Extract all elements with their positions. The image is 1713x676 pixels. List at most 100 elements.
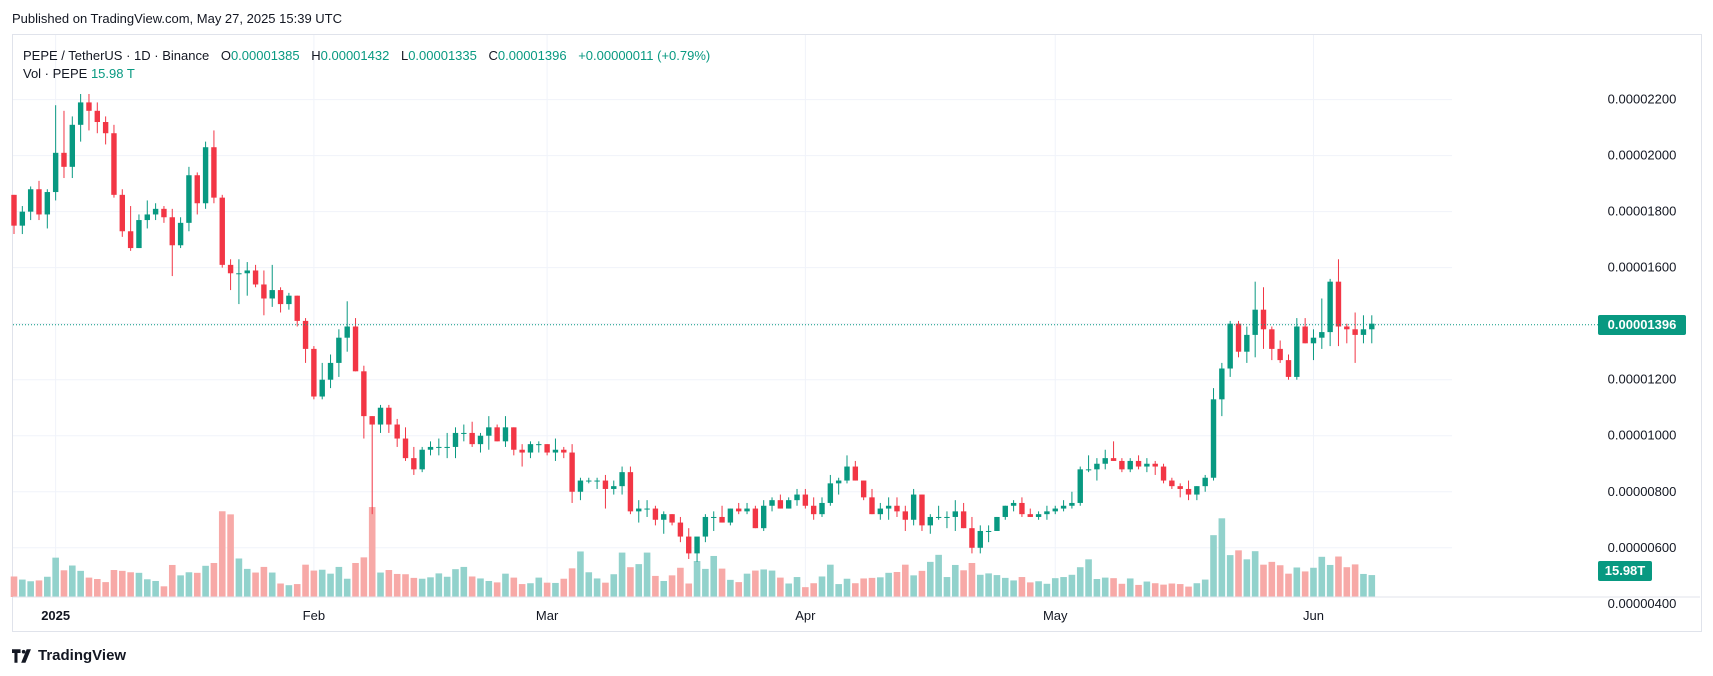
volume-bar: [585, 572, 593, 597]
candle-body: [1310, 337, 1317, 344]
candle-body: [661, 514, 667, 520]
volume-bar: [1201, 579, 1209, 597]
last-volume-tag: 15.98T: [1598, 561, 1652, 581]
volume-bar: [1193, 583, 1201, 597]
published-caption: Published on TradingView.com, May 27, 20…: [12, 11, 343, 26]
candle-body: [885, 505, 892, 509]
volume-bar: [593, 578, 601, 597]
candle-body: [994, 516, 1000, 531]
candle-body: [752, 508, 759, 529]
candle-body: [336, 337, 342, 363]
volume-bar: [352, 562, 359, 597]
volume-bar: [385, 570, 393, 597]
candle-body: [1219, 368, 1225, 400]
volume-bar: [1101, 577, 1109, 597]
volume-bar: [693, 561, 701, 597]
candle-body: [1035, 514, 1042, 517]
volume-bar: [218, 511, 226, 597]
open-label: O: [220, 48, 231, 63]
volume-bar: [927, 561, 934, 597]
candle-body: [161, 208, 167, 218]
candle-body: [669, 514, 675, 523]
volume-bar: [843, 578, 851, 597]
volume-bar: [652, 575, 659, 597]
candle-body: [511, 427, 517, 450]
candle-body: [369, 416, 375, 425]
volume-bar: [243, 568, 251, 597]
symbol-title[interactable]: PEPE / TetherUS · 1D · Binance: [23, 48, 210, 63]
volume-bar: [660, 580, 668, 597]
volume-bar: [760, 569, 767, 597]
volume-bar: [618, 552, 626, 597]
candle-body: [835, 480, 842, 484]
volume-bar: [1176, 584, 1184, 597]
time-axis-label: Apr: [795, 608, 816, 623]
volume-bar: [1068, 574, 1076, 597]
candle-body: [236, 273, 242, 275]
candle-body: [69, 124, 76, 167]
candle-body: [27, 189, 34, 212]
tradingview-brand[interactable]: TradingView: [12, 647, 126, 664]
price-axis-label: 0.00001600: [1608, 260, 1677, 275]
candle-body: [536, 444, 542, 446]
volume-bar: [77, 570, 84, 597]
volume-bar: [1293, 567, 1301, 597]
volume-bar: [135, 572, 143, 597]
volume-bar: [493, 582, 501, 597]
candle-body: [269, 290, 275, 299]
candle-body: [794, 494, 800, 501]
candle-body: [386, 407, 392, 425]
candle-body: [352, 326, 359, 372]
chart-frame[interactable]: [12, 34, 1702, 632]
volume-bar: [310, 570, 318, 597]
volume-bar: [1135, 584, 1142, 597]
candle-body: [1135, 460, 1142, 467]
candle-body: [1169, 480, 1175, 487]
volume-bar: [110, 570, 118, 597]
candle-body: [86, 102, 92, 111]
volume-bar: [168, 564, 176, 597]
candle-body: [852, 466, 859, 481]
candle-body: [544, 444, 550, 453]
candle-body: [219, 197, 225, 265]
volume-label[interactable]: Vol · PEPE: [23, 66, 88, 81]
candle-body: [1269, 329, 1275, 349]
candle-body: [636, 508, 642, 512]
candle-body: [444, 446, 450, 448]
candle-body: [1194, 486, 1200, 495]
candle-body: [1069, 502, 1075, 506]
candle-body: [1185, 488, 1192, 495]
time-axis-label: Jun: [1303, 608, 1324, 623]
volume-bar: [277, 583, 284, 597]
candle-body: [810, 505, 817, 515]
volume-bar: [793, 577, 801, 597]
volume-bar: [477, 578, 484, 597]
candle-body: [119, 194, 125, 232]
volume-bar: [443, 576, 451, 597]
candle-body: [411, 458, 417, 470]
volume-bar: [918, 570, 926, 597]
volume-bar: [535, 577, 543, 597]
high-label: H: [311, 48, 321, 63]
candle-body: [377, 407, 384, 425]
candle-body: [1052, 508, 1058, 512]
volume-bar: [668, 575, 676, 597]
candle-body: [802, 494, 809, 506]
volume-bar: [943, 577, 951, 597]
volume-bar: [1026, 582, 1034, 597]
candle-body: [36, 189, 42, 215]
candle-body: [1144, 463, 1150, 467]
candle-body: [261, 284, 267, 299]
candle-body: [1119, 460, 1125, 470]
volume-bar: [160, 586, 168, 597]
candle-body: [877, 508, 884, 515]
volume-bar: [910, 575, 917, 597]
volume-bar: [685, 583, 693, 597]
candle-body: [1094, 463, 1100, 470]
volume-bar: [985, 573, 992, 597]
volume-bar: [468, 576, 476, 597]
candle-body: [344, 326, 350, 338]
price-axis-label: 0.00001200: [1608, 372, 1677, 387]
candle-body: [319, 379, 325, 397]
